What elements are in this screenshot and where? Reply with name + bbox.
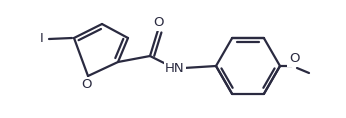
Text: HN: HN (165, 63, 185, 76)
Text: O: O (82, 78, 92, 91)
Text: I: I (40, 32, 44, 44)
Text: O: O (153, 17, 163, 30)
Text: O: O (289, 53, 299, 65)
